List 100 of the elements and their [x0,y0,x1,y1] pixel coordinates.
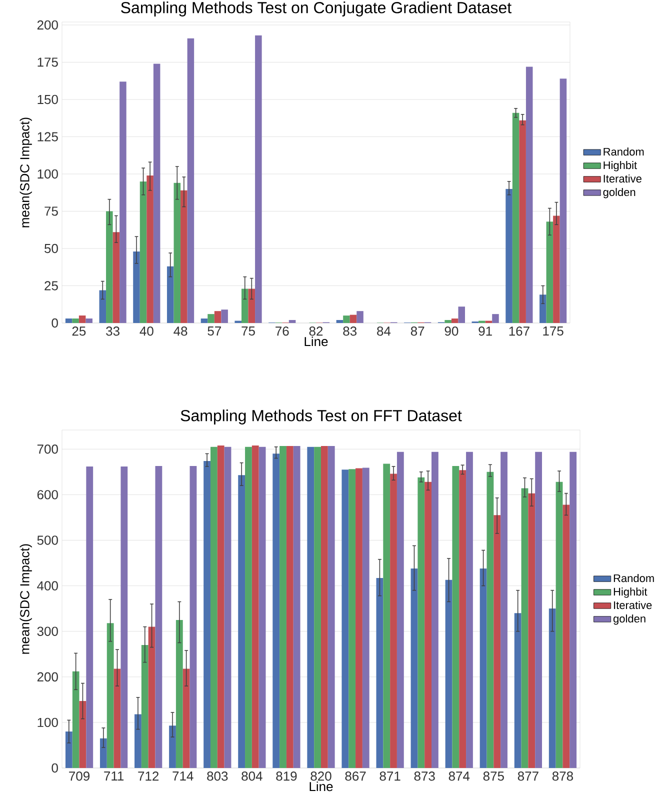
bar [78,316,86,323]
bar [410,568,418,768]
bar [120,466,128,768]
x-tick-label: 714 [172,772,194,780]
bar [182,668,190,768]
y-tick-label: 0 [52,763,58,773]
bar [214,311,222,323]
bar [356,311,364,323]
bar [556,482,563,768]
legend-label: Random [614,574,654,582]
bar [500,452,508,768]
bar [424,482,432,768]
y-tick-label: 150 [38,94,58,104]
y-axis-title: mean(SDC Impact) [20,544,32,654]
x-tick-label: 82 [309,326,323,336]
x-tick-label: 90 [444,326,458,336]
bar [362,468,370,768]
bar [526,66,533,323]
x-tick-label: 877 [518,772,538,781]
bar [248,288,256,323]
bar [328,446,335,768]
bar [350,314,357,323]
bar [336,320,344,323]
bar [112,232,120,323]
bar [65,318,72,323]
bar [204,460,210,768]
x-tick-label: 709 [69,772,90,781]
bar [486,472,494,768]
bar [79,701,86,768]
bar [546,222,554,323]
bar [553,216,560,323]
y-tick-label: 300 [37,626,58,636]
bar [540,294,546,323]
bar [280,446,286,768]
bar [176,620,183,768]
x-tick-label: 76 [276,326,289,336]
y-tick-label: 125 [38,132,58,142]
bar [528,493,536,768]
legend-label: golden [603,188,636,198]
bar [560,78,567,323]
x-tick-label: 867 [345,772,366,781]
bar [348,469,356,768]
legend-label: Iterative [614,601,652,610]
x-tick-label: 75 [242,326,255,336]
x-tick-label: 712 [138,772,159,781]
bar [314,446,321,768]
bar [106,211,113,323]
bar [480,568,487,768]
bar [452,466,460,768]
x-tick-label: 175 [543,326,564,336]
bar [514,613,522,768]
bar [390,474,397,768]
x-tick-label: 87 [410,326,424,336]
bar [148,626,156,768]
bar [155,466,162,768]
bar [65,732,72,768]
y-tick-label: 200 [37,672,58,682]
bar [86,466,94,768]
x-tick-label: 874 [448,772,470,781]
bar [342,470,349,768]
bar [200,318,208,323]
legend-label: Highbit [614,588,648,598]
bar [418,477,425,768]
bar [288,320,296,323]
bar [245,446,252,768]
y-tick-label: 400 [37,581,58,590]
x-tick-label: 91 [478,326,492,336]
y-tick-label: 500 [37,536,58,545]
bar [141,645,148,768]
x-tick-label: 167 [509,326,530,336]
y-tick-label: 25 [44,281,58,290]
y-tick-label: 100 [38,169,58,179]
y-tick-label: 50 [44,244,58,254]
bar [210,446,218,768]
legend-label: Random [604,148,644,156]
bar [133,251,140,323]
x-tick-label: 803 [207,772,228,781]
x-tick-label: 83 [343,326,357,336]
bar [99,290,106,323]
bar [492,314,499,323]
bar [86,318,92,323]
y-tick-label: 100 [38,718,58,728]
legend-label: Highbit [604,161,637,172]
y-axis-title: mean(SDC Impact) [20,118,32,228]
bar [376,578,384,768]
bar [521,488,528,768]
bar [72,318,79,323]
y-tick-label: 75 [44,206,58,216]
bar [506,188,512,323]
bar [432,452,438,768]
bar [190,466,197,768]
bar [519,120,526,323]
bar [451,318,458,323]
bar [224,446,232,768]
y-tick-label: 0 [52,318,58,328]
bar [512,112,520,323]
x-axis-title: Line [304,336,328,346]
x-tick-label: 819 [276,772,297,781]
y-tick-label: 175 [38,58,58,67]
bar [252,445,259,768]
